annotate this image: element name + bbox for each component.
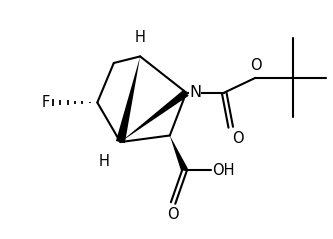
Text: OH: OH [213, 163, 235, 178]
Polygon shape [116, 56, 140, 143]
Text: H: H [135, 30, 146, 45]
Text: F: F [42, 95, 50, 110]
Text: N: N [189, 85, 201, 100]
Text: O: O [250, 58, 261, 73]
Polygon shape [120, 89, 188, 142]
Text: O: O [167, 207, 179, 222]
Polygon shape [170, 136, 188, 172]
Text: O: O [232, 131, 244, 146]
Text: H: H [99, 154, 109, 168]
